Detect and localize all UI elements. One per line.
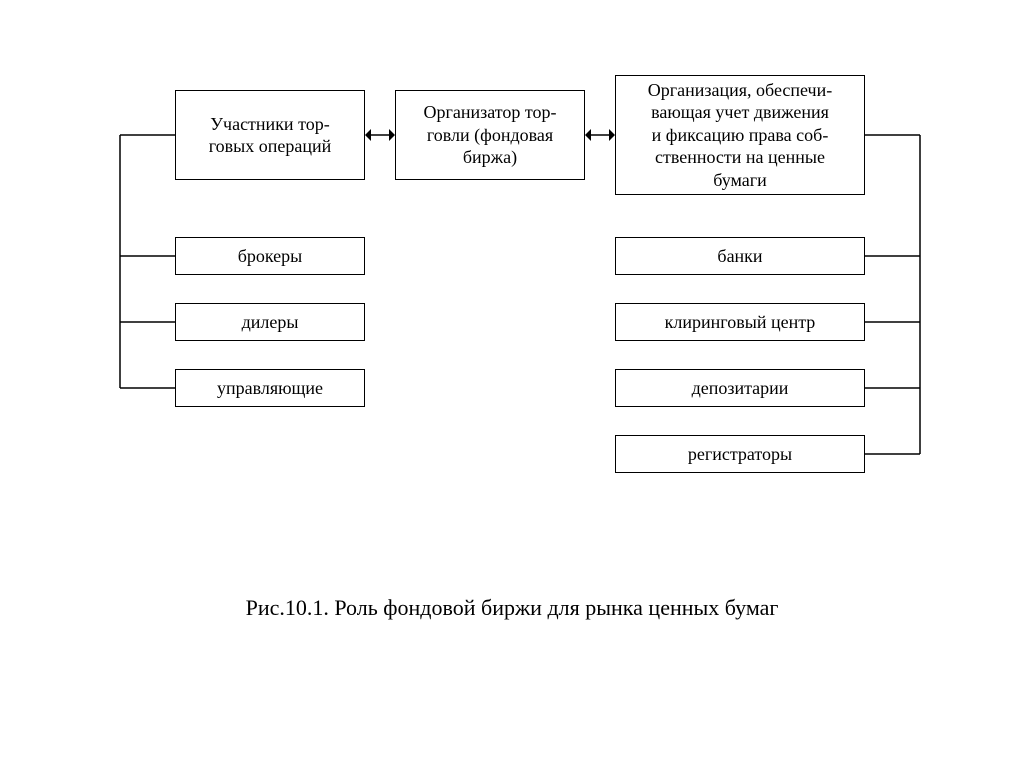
box-dealers: дилеры [175, 303, 365, 341]
figure-caption: Рис.10.1. Роль фондовой биржи для рынка … [0, 595, 1024, 621]
diagram-canvas: Участники тор-говых операций Организатор… [0, 0, 1024, 768]
box-depositories: депозитарии [615, 369, 865, 407]
box-clearing: клиринговый центр [615, 303, 865, 341]
box-participants: Участники тор-говых операций [175, 90, 365, 180]
box-registrars: регистраторы [615, 435, 865, 473]
box-managers: управляющие [175, 369, 365, 407]
box-banks: банки [615, 237, 865, 275]
box-organizer: Организатор тор-говли (фондоваябиржа) [395, 90, 585, 180]
box-registry-org: Организация, обеспечи-вающая учет движен… [615, 75, 865, 195]
box-brokers: брокеры [175, 237, 365, 275]
